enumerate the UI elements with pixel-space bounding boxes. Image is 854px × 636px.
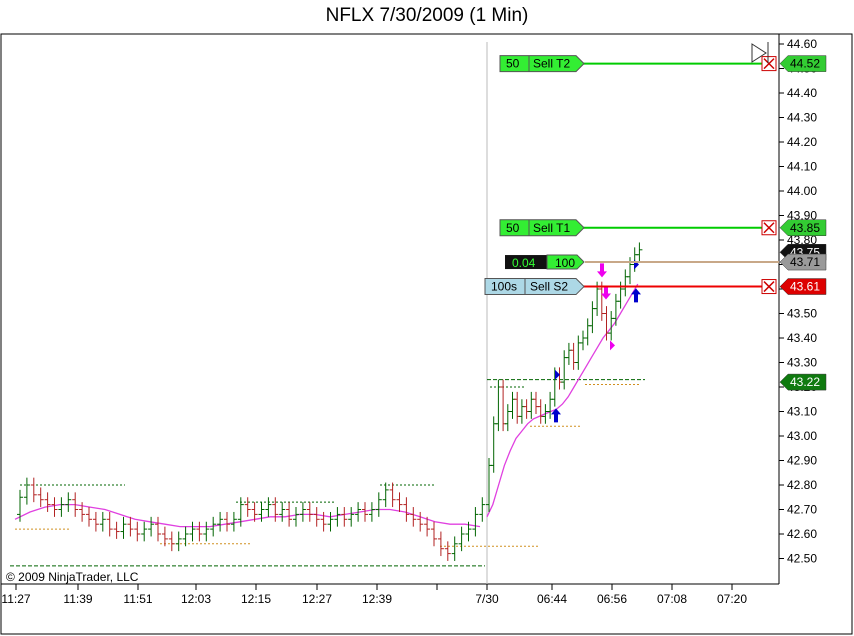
y-tick-label: 44.00 [787, 184, 817, 198]
copyright-text: © 2009 NinjaTrader, LLC [6, 570, 139, 584]
order-name: Sell S2 [530, 280, 568, 294]
order-tag[interactable] [499, 219, 585, 237]
x-tick-label: 07:08 [657, 592, 687, 606]
price-marker-label: 43.22 [790, 375, 820, 389]
buy-arrow-icon [631, 288, 641, 303]
y-tick-label: 42.90 [787, 454, 817, 468]
buy-arrow-icon [551, 408, 561, 423]
x-tick-label: 11:51 [123, 592, 152, 606]
price-marker-label: 43.85 [790, 221, 820, 235]
order-name: Sell T2 [533, 57, 570, 71]
x-tick-label: 12:39 [362, 592, 392, 606]
y-tick-label: 42.70 [787, 503, 817, 517]
sell-arrow-icon [597, 263, 607, 278]
price-marker-label: 43.71 [790, 255, 820, 269]
order-name: Sell T1 [533, 221, 570, 235]
y-tick-label: 43.50 [787, 307, 817, 321]
x-tick-label: 07:20 [717, 592, 747, 606]
price-marker [779, 55, 827, 72]
price-marker [779, 278, 827, 295]
y-tick-label: 42.50 [787, 552, 817, 566]
x-tick-label: 12:27 [302, 592, 332, 606]
price-marker [779, 219, 827, 236]
y-tick-label: 44.20 [787, 135, 817, 149]
y-tick-label: 43.30 [787, 356, 817, 370]
order-qty: 50 [506, 221, 520, 235]
chart-title: NFLX 7/30/2009 (1 Min) [325, 5, 529, 26]
y-tick-label: 42.80 [787, 478, 817, 492]
price-marker-label: 44.52 [790, 57, 820, 71]
trade-marker-icon [555, 369, 560, 380]
x-tick-label: 11:27 [1, 592, 30, 606]
scroll-marker-icon[interactable] [751, 43, 767, 63]
price-marker [779, 253, 827, 271]
order-tag[interactable] [484, 278, 585, 296]
y-tick-label: 42.60 [787, 527, 817, 541]
y-tick-label: 43.80 [787, 233, 817, 247]
order-tag[interactable] [499, 55, 585, 73]
price-marker [779, 373, 827, 391]
x-tick-label: 11:39 [63, 592, 92, 606]
price-marker-label: 43.61 [790, 280, 820, 294]
cancel-order-icon[interactable] [763, 58, 775, 70]
x-tick-label: 06:44 [537, 592, 567, 606]
plot-frame [0, 33, 853, 635]
trade-marker-icon [634, 259, 639, 270]
order-qty: 50 [506, 57, 520, 71]
cancel-order-icon[interactable] [763, 281, 775, 293]
sell-arrow-icon [601, 285, 611, 300]
x-tick-label: 12:15 [241, 592, 271, 606]
position-pnl-box [505, 255, 547, 270]
y-tick-label: 44.30 [787, 111, 817, 125]
cancel-order-icon[interactable] [763, 222, 775, 234]
moving-average-line [486, 283, 639, 518]
y-tick-label: 44.60 [787, 37, 817, 51]
y-tick-label: 44.10 [787, 160, 817, 174]
trade-marker-icon [610, 340, 615, 351]
y-tick-label: 43.00 [787, 429, 817, 443]
y-tick-label: 43.90 [787, 209, 817, 223]
x-tick-label: 12:03 [181, 592, 211, 606]
y-tick-label: 44.40 [787, 86, 817, 100]
position-qty: 100 [555, 256, 575, 270]
position-pnl: 0.04 [512, 256, 536, 270]
moving-average-line [14, 503, 481, 528]
y-tick-label: 43.40 [787, 331, 817, 345]
y-tick-label: 43.10 [787, 405, 817, 419]
order-qty: 100s [491, 280, 517, 294]
x-tick-label: 06:56 [597, 592, 627, 606]
position-qty-box[interactable] [546, 254, 585, 270]
x-tick-label: 7/30 [475, 592, 499, 606]
